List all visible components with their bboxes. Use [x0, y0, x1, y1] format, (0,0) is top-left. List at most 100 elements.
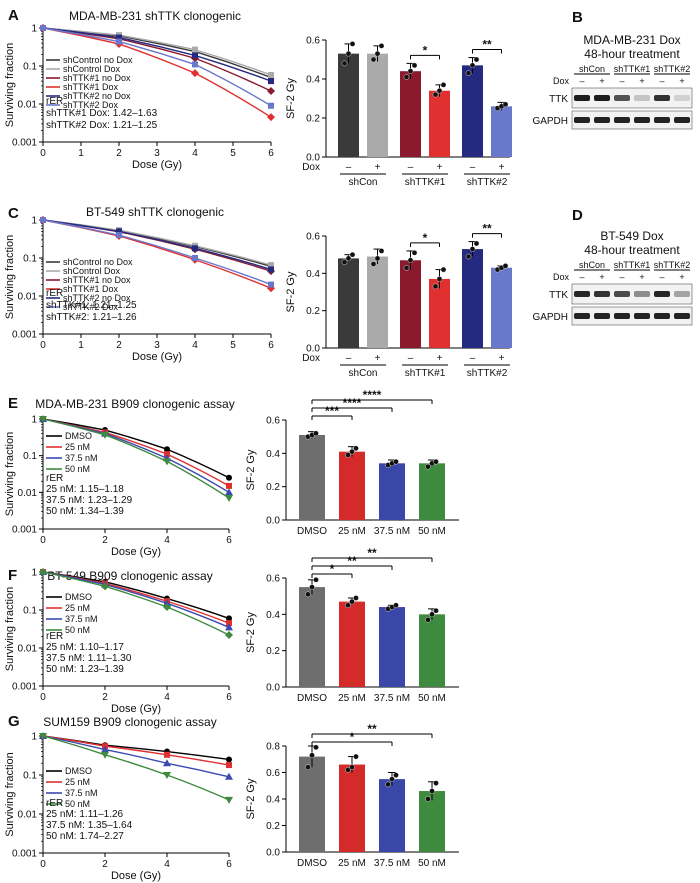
- y-tick-label: 0.2: [306, 306, 320, 317]
- rer-text: shTTK#2 Dox: 1.21–1.25: [46, 120, 158, 131]
- data-point: [192, 61, 198, 68]
- blot-ttk-membrane: [571, 283, 693, 305]
- significance-label: *: [350, 730, 355, 744]
- blot-dox-label: Dox: [553, 76, 570, 86]
- legend-label: shControl no Dox: [63, 55, 133, 65]
- series-line: [42, 571, 230, 628]
- x-axis-label: Dose (Gy): [132, 351, 182, 363]
- series-line: [42, 27, 272, 118]
- blot-row-label-gapdh: GAPDH: [532, 116, 568, 127]
- replicate-point: [411, 249, 418, 256]
- significance-label: ****: [363, 388, 382, 402]
- data-point: [164, 451, 170, 458]
- blot-ttk-band: [594, 95, 610, 101]
- x-tick-label: 3: [154, 148, 160, 159]
- x-axis-label: Dose (Gy): [111, 870, 161, 882]
- replicate-point: [313, 430, 319, 437]
- blot-gapdh-band: [594, 313, 610, 319]
- bar: [339, 764, 365, 852]
- replicate-point: [353, 595, 359, 601]
- replicate-point: [473, 240, 480, 247]
- data-point: [163, 759, 171, 767]
- bar: [299, 756, 325, 852]
- data-point: [116, 38, 122, 45]
- data-point: [192, 245, 198, 252]
- x-tick-label: 6: [268, 148, 274, 159]
- replicate-point: [432, 91, 439, 98]
- x-tick-label: 0: [40, 859, 46, 870]
- legend-label: 50 nM: [65, 625, 90, 635]
- replicate-point: [349, 598, 355, 605]
- dox-sign: –: [346, 162, 352, 173]
- blot-gapdh-band: [654, 117, 670, 123]
- y-tick-label: 0.1: [23, 606, 37, 617]
- significance-label: *: [423, 231, 428, 245]
- category-label: 25 nM: [338, 693, 366, 704]
- bar-chart-G-right: 0.0 0.2 0.4 0.6 0.8 SF-2 Gy DMSO 25 nM 37.5 nM 50…: [245, 722, 459, 869]
- series-line: [42, 27, 272, 107]
- rer-text: 25 nM: 1.15–1.18: [46, 484, 124, 495]
- data-point: [192, 46, 198, 53]
- data-point: [226, 482, 232, 489]
- blot-lane-sign: –: [579, 76, 584, 86]
- blot-ttk-band: [654, 95, 670, 101]
- category-label: DMSO: [297, 526, 327, 537]
- bar: [338, 53, 359, 157]
- replicate-point: [345, 255, 352, 262]
- replicate-point: [469, 62, 476, 69]
- group-label: shTTK#2: [467, 177, 508, 188]
- rer-text: rER: [46, 631, 63, 642]
- blot-group-label: shTTK#2: [654, 64, 691, 74]
- replicate-point: [436, 87, 443, 94]
- data-point: [225, 495, 233, 503]
- data-point: [268, 262, 274, 269]
- blot-row-label-gapdh: GAPDH: [532, 312, 568, 323]
- y-axis-label: Surviving fraction: [4, 587, 16, 671]
- blot-lane-sign: –: [619, 272, 624, 282]
- panel-title-e: MDA-MB-231 B909 clonogenic assay: [35, 397, 234, 411]
- dox-sign: –: [470, 162, 476, 173]
- x-tick-label: 6: [226, 692, 232, 703]
- panel-label-f: F: [8, 567, 17, 584]
- replicate-point: [313, 744, 319, 751]
- bar: [429, 90, 450, 157]
- data-point: [40, 25, 46, 31]
- panel-title-a: MDA-MB-231 shTTK clonogenic: [69, 9, 241, 23]
- x-tick-label: 0: [40, 535, 46, 546]
- x-tick-label: 0: [40, 340, 46, 351]
- bar: [491, 267, 512, 348]
- legend-label: shTTK#2 Dox: [63, 100, 119, 110]
- y-axis-label: Surviving fraction: [4, 432, 16, 516]
- data-point: [268, 102, 274, 109]
- blot-gapdh-band: [614, 117, 630, 123]
- category-label: 50 nM: [418, 526, 446, 537]
- replicate-point: [440, 266, 447, 273]
- bar-chart-C-right: 0.0 0.2 0.4 0.6 SF-2 Gy Dox – + – + – + shCon shTTK#1…: [285, 222, 512, 379]
- blot-lane-sign: +: [639, 76, 644, 86]
- data-point: [225, 623, 233, 631]
- replicate-point: [502, 101, 509, 108]
- x-tick-label: 4: [164, 859, 170, 870]
- x-tick-label: 1: [78, 148, 84, 159]
- dox-sign: +: [437, 353, 443, 364]
- y-tick-label: 1: [31, 216, 37, 227]
- y-axis-label: SF-2 Gy: [245, 449, 257, 490]
- blot-ttk-band: [614, 95, 630, 101]
- y-tick-label: 1: [31, 568, 37, 579]
- blot-ttk-band: [674, 95, 690, 101]
- blot-title-d-line1: BT-549 Dox: [600, 229, 663, 243]
- replicate-point: [407, 68, 414, 74]
- bar-chart-E-right: 0.0 0.2 0.4 0.6 SF-2 Gy DMSO 25 nM 37.5 nM 50 nM…: [245, 388, 459, 537]
- legend-label: DMSO: [65, 766, 92, 776]
- blot-gapdh-band: [614, 313, 630, 319]
- blot-lane-sign: –: [659, 272, 664, 282]
- bar: [491, 106, 512, 157]
- y-tick-label: 0.4: [266, 449, 280, 460]
- x-tick-label: 4: [164, 692, 170, 703]
- rer-text: 50 nM: 1.74–2.27: [46, 831, 124, 842]
- group-label: shCon: [349, 368, 378, 379]
- blot-ttk-band: [574, 95, 590, 101]
- y-axis-label: SF-2 Gy: [245, 778, 257, 819]
- panel-title-g: SUM159 B909 clonogenic assay: [43, 715, 216, 729]
